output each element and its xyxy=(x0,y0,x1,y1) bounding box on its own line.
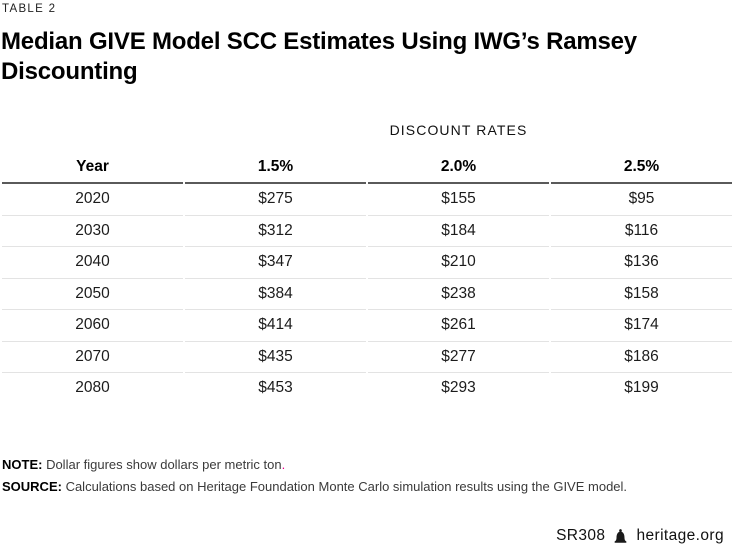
note-line: NOTE: Dollar figures show dollars per me… xyxy=(2,454,627,476)
year-cell: 2020 xyxy=(2,184,183,216)
table-row: 2040 $347 $210 $136 xyxy=(2,247,732,279)
value-cell: $453 xyxy=(258,379,293,397)
year-cell: 2060 xyxy=(2,310,183,342)
liberty-bell-icon xyxy=(612,528,629,544)
group-header-spacer xyxy=(2,108,183,152)
year-cell: 2030 xyxy=(2,216,183,247)
value-cell: $384 xyxy=(185,279,366,310)
year-cell: 2040 xyxy=(2,247,183,279)
column-header-rate-2: 2.0% xyxy=(368,152,549,184)
year-cell: 2070 xyxy=(2,342,183,373)
value-cell: $347 xyxy=(185,247,366,279)
table-row: 2070 $435 $277 $186 xyxy=(2,342,732,373)
value-cell: $210 xyxy=(368,247,549,279)
value-cell: $275 xyxy=(185,184,366,216)
column-header-rate-1: 1.5% xyxy=(185,152,366,184)
value-cell: $261 xyxy=(368,310,549,342)
note-terminator: . xyxy=(281,457,286,472)
report-id: SR308 xyxy=(556,527,606,544)
value-cell: $158 xyxy=(551,279,732,310)
value-cell: $435 xyxy=(185,342,366,373)
footnotes: NOTE: Dollar figures show dollars per me… xyxy=(2,454,627,497)
table-row: 2060 $414 $261 $174 xyxy=(2,310,732,342)
value-cell: $199 xyxy=(624,379,659,397)
group-header-row: DISCOUNT RATES xyxy=(2,108,732,152)
source-text: Calculations based on Heritage Foundatio… xyxy=(61,478,628,494)
discount-rates-group-header: DISCOUNT RATES xyxy=(389,122,528,138)
value-cell: $186 xyxy=(551,342,732,373)
table-number-label: TABLE 2 xyxy=(2,3,57,15)
column-header-year: Year xyxy=(2,152,183,184)
value-cell: $293 xyxy=(441,379,476,397)
value-cell: $184 xyxy=(368,216,549,247)
table-row: 2020 $275 $155 $95 xyxy=(2,184,732,216)
note-label: NOTE: xyxy=(2,457,43,472)
value-cell: $238 xyxy=(368,279,549,310)
value-cell: $312 xyxy=(185,216,366,247)
value-cell: $95 xyxy=(551,184,732,216)
value-cell: $174 xyxy=(551,310,732,342)
value-cell: $414 xyxy=(185,310,366,342)
value-cell: $116 xyxy=(551,216,732,247)
page-title: Median GIVE Model SCC Estimates Using IW… xyxy=(1,28,637,85)
table-row: 2080 $453 $293 $199 xyxy=(2,373,732,404)
note-text: Dollar figures show dollars per metric t… xyxy=(42,457,282,472)
column-header-rate-3: 2.5% xyxy=(551,152,732,184)
year-cell: 2050 xyxy=(2,279,183,310)
scc-estimates-table: DISCOUNT RATES Year 1.5% 2.0% 2.5% 2020 … xyxy=(0,108,734,404)
site-url: heritage.org xyxy=(636,527,724,544)
value-cell: $136 xyxy=(551,247,732,279)
table-row: 2030 $312 $184 $116 xyxy=(2,216,732,247)
value-cell: $155 xyxy=(368,184,549,216)
value-cell: $277 xyxy=(368,342,549,373)
year-cell: 2080 xyxy=(75,379,110,397)
column-header-row: Year 1.5% 2.0% 2.5% xyxy=(2,152,732,184)
source-label: SOURCE: xyxy=(2,478,62,494)
source-line: SOURCE: Calculations based on Heritage F… xyxy=(2,476,627,498)
page-footer: SR308 heritage.org xyxy=(556,527,724,545)
table-row: 2050 $384 $238 $158 xyxy=(2,279,732,310)
